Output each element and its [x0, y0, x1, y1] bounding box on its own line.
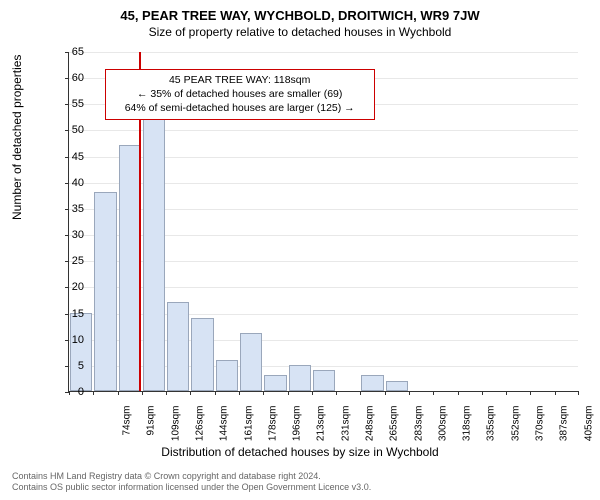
xtick-mark [385, 391, 386, 395]
xtick-label: 352sqm [510, 406, 521, 456]
xtick-label: 300sqm [437, 406, 448, 456]
ytick-label: 15 [44, 308, 84, 320]
xtick-label: 144sqm [219, 406, 230, 456]
footer-line-1: Contains HM Land Registry data © Crown c… [12, 471, 371, 483]
histogram-bar [143, 114, 165, 391]
histogram-bar [216, 360, 238, 391]
xtick-label: 74sqm [122, 406, 133, 456]
ytick-label: 40 [44, 177, 84, 189]
annotation-box: 45 PEAR TREE WAY: 118sqm← 35% of detache… [105, 69, 375, 120]
ytick-label: 10 [44, 334, 84, 346]
y-axis-label: Number of detached properties [10, 55, 24, 220]
title-sub: Size of property relative to detached ho… [0, 23, 600, 39]
xtick-label: 109sqm [170, 406, 181, 456]
xtick-mark [190, 391, 191, 395]
xtick-label: 318sqm [462, 406, 473, 456]
gridline [69, 52, 578, 53]
xtick-label: 387sqm [559, 406, 570, 456]
histogram-bar [191, 318, 213, 391]
histogram-bar [313, 370, 335, 391]
histogram-bar [119, 145, 141, 391]
xtick-mark [336, 391, 337, 395]
xtick-mark [312, 391, 313, 395]
ytick-label: 60 [44, 72, 84, 84]
xtick-label: 178sqm [267, 406, 278, 456]
xtick-mark [458, 391, 459, 395]
ytick-label: 30 [44, 229, 84, 241]
xtick-label: 196sqm [292, 406, 303, 456]
xtick-mark [433, 391, 434, 395]
footer-attribution: Contains HM Land Registry data © Crown c… [12, 471, 371, 494]
histogram-bar [94, 192, 116, 391]
title-main: 45, PEAR TREE WAY, WYCHBOLD, DROITWICH, … [0, 0, 600, 23]
xtick-label: 248sqm [365, 406, 376, 456]
annotation-line-2: ← 35% of detached houses are smaller (69… [112, 87, 368, 101]
ytick-label: 35 [44, 203, 84, 215]
xtick-mark [530, 391, 531, 395]
histogram-bar [167, 302, 189, 391]
histogram-bar [289, 365, 311, 391]
ytick-label: 45 [44, 151, 84, 163]
xtick-label: 161sqm [243, 406, 254, 456]
xtick-label: 405sqm [583, 406, 594, 456]
xtick-mark [360, 391, 361, 395]
xtick-mark [555, 391, 556, 395]
annotation-line-1: 45 PEAR TREE WAY: 118sqm [112, 73, 368, 87]
xtick-mark [263, 391, 264, 395]
xtick-mark [578, 391, 579, 395]
xtick-label: 283sqm [413, 406, 424, 456]
xtick-label: 91sqm [146, 406, 157, 456]
plot-region: 45 PEAR TREE WAY: 118sqm← 35% of detache… [68, 52, 578, 392]
xtick-label: 126sqm [195, 406, 206, 456]
annotation-line-3: 64% of semi-detached houses are larger (… [112, 101, 368, 115]
histogram-bar [361, 375, 383, 391]
chart-area: 45 PEAR TREE WAY: 118sqm← 35% of detache… [68, 52, 578, 392]
ytick-label: 5 [44, 360, 84, 372]
histogram-bar [240, 333, 262, 391]
xtick-label: 370sqm [535, 406, 546, 456]
histogram-bar [386, 381, 408, 391]
ytick-label: 20 [44, 281, 84, 293]
chart-container: 45, PEAR TREE WAY, WYCHBOLD, DROITWICH, … [0, 0, 600, 500]
ytick-label: 55 [44, 98, 84, 110]
xtick-label: 335sqm [486, 406, 497, 456]
histogram-bar [264, 375, 286, 391]
xtick-mark [409, 391, 410, 395]
xtick-label: 265sqm [389, 406, 400, 456]
ytick-label: 65 [44, 46, 84, 58]
xtick-label: 231sqm [340, 406, 351, 456]
xtick-mark [142, 391, 143, 395]
xtick-mark [93, 391, 94, 395]
ytick-label: 25 [44, 255, 84, 267]
xtick-label: 213sqm [316, 406, 327, 456]
xtick-mark [506, 391, 507, 395]
xtick-mark [482, 391, 483, 395]
histogram-bar [70, 313, 92, 391]
xtick-mark [118, 391, 119, 395]
xtick-mark [166, 391, 167, 395]
ytick-label: 0 [44, 386, 84, 398]
xtick-mark [288, 391, 289, 395]
xtick-mark [215, 391, 216, 395]
footer-line-2: Contains OS public sector information li… [12, 482, 371, 494]
ytick-label: 50 [44, 124, 84, 136]
xtick-mark [239, 391, 240, 395]
